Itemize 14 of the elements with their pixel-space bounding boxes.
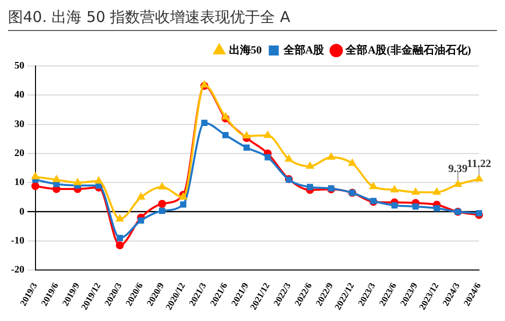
y-tick-label: 10: [14, 177, 24, 188]
y-tick-label: -20: [10, 264, 24, 276]
legend-label: 全部A股: [282, 43, 326, 56]
y-tick-label: 20: [14, 148, 24, 160]
chart-title: 图40. 出海 50 指数营收增速表现优于全 A: [8, 8, 497, 31]
y-tick-label: 40: [14, 90, 24, 101]
y-tick-label: 0: [19, 206, 24, 218]
annotation: 11.22: [466, 158, 492, 170]
y-tick-label: -10: [10, 235, 24, 246]
legend-label: 出海50: [228, 43, 262, 56]
y-tick-label: 50: [14, 60, 24, 72]
annotation: 9.39: [448, 163, 468, 176]
y-tick-label: 30: [14, 118, 24, 130]
legend-label: 全部A股(非金融石油石化): [344, 43, 472, 56]
